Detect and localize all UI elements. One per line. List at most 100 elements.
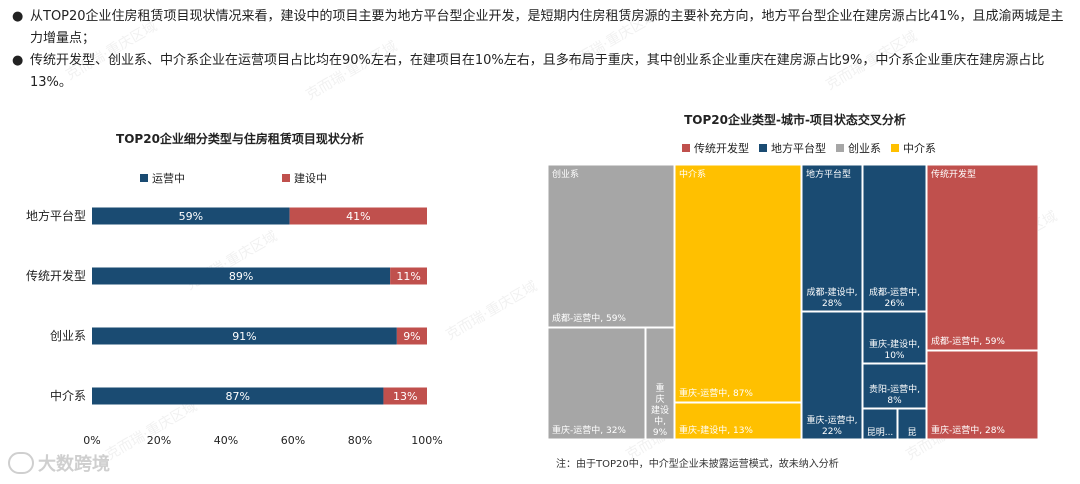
treemap-group-label: 创业系	[552, 168, 579, 180]
treemap-cell	[897, 408, 927, 439]
legend-swatch-building	[282, 174, 290, 182]
legend-swatch	[759, 144, 767, 152]
bar-data-label: 13%	[393, 390, 417, 403]
treemap-cell-label-line: 庆	[655, 393, 664, 405]
treemap-cell	[862, 165, 927, 312]
footnote: 注：由于TOP20中，中介型企业未披露运营模式，故未纳入分析	[556, 459, 839, 470]
treemap-chart: 成都-运营中, 59%重庆-运营中, 32%重庆建设中, 9%创业系重庆-运营中,…	[548, 165, 1038, 439]
treemap-cell	[862, 311, 927, 364]
treemap-cell-label: 成都-运营中, 59%	[552, 312, 626, 324]
bullet-text: 从TOP20企业住房租赁项目现状情况来看，建设中的项目主要为地方平台型企业开发，…	[30, 9, 1064, 46]
x-tick-label: 80%	[348, 434, 372, 447]
bar-data-label: 9%	[403, 330, 420, 343]
treemap-cell-label-line: 26%	[884, 299, 904, 309]
x-tick-label: 60%	[281, 434, 305, 447]
summary-bullet-1: ● 从TOP20企业住房租赁项目现状情况来看，建设中的项目主要为地方平台型企业开…	[12, 6, 1072, 50]
treemap-cell-label: 成都-运营中, 26%	[869, 286, 920, 309]
brand-logo-icon	[8, 452, 34, 474]
brand-logo-text: 大数跨境	[38, 454, 110, 475]
bar-operating	[92, 327, 397, 345]
treemap-cell-label-line: 昆	[907, 427, 916, 438]
bar-data-label: 87%	[225, 390, 249, 403]
treemap-cell-label-line: 昆明...	[867, 427, 894, 438]
treemap-group-label: 地方平台型	[806, 168, 851, 180]
legend-swatch	[891, 144, 899, 152]
treemap-cell-label: 昆明...	[867, 427, 894, 438]
treemap-cell-label-line: 重庆-建设中,	[869, 338, 920, 350]
legend-building: 建设中	[282, 170, 327, 186]
treemap-cell-label-line: 重庆-运营中,	[806, 414, 857, 426]
treemap-cell-label: 重庆-运营中, 87%	[679, 387, 753, 399]
legend-label: 地方平台型	[771, 142, 826, 155]
legend-label: 创业系	[848, 142, 881, 155]
treemap-cell-label: 重庆-运营中, 28%	[931, 424, 1005, 436]
brand-logo: 大数跨境	[8, 450, 110, 476]
bar-building	[390, 267, 427, 285]
treemap-legend-item: 中介系	[891, 140, 936, 156]
legend-label: 传统开发型	[694, 142, 749, 155]
treemap-cell	[926, 350, 1038, 439]
x-tick-label: 20%	[147, 434, 171, 447]
legend-swatch	[836, 144, 844, 152]
treemap-group-label: 中介系	[679, 168, 706, 180]
treemap-cell-label: 贵阳-运营中, 8%	[869, 383, 920, 406]
bullet-dot-icon: ●	[12, 53, 24, 68]
treemap-cell	[862, 408, 898, 439]
summary-bullets: ● 从TOP20企业住房租赁项目现状情况来看，建设中的项目主要为地方平台型企业开…	[12, 6, 1072, 94]
bar-building	[396, 327, 427, 345]
x-tick-label: 40%	[214, 434, 238, 447]
bar-category-label: 地方平台型	[26, 208, 86, 223]
bar-building	[383, 387, 427, 405]
bar-category-label: 传统开发型	[26, 268, 86, 283]
legend-swatch-operating	[140, 174, 148, 182]
treemap-cell	[862, 363, 927, 409]
treemap-cell-label: 昆	[907, 427, 916, 438]
bullet-dot-icon: ●	[12, 9, 24, 24]
bar-chart: 地方平台型 59% 41% 传统开发型 89% 11% 创业系 91% 9% 中介系 87% 13% 0…	[26, 207, 443, 447]
bar-chart-title: TOP20企业细分类型与住房租赁项目现状分析	[116, 132, 364, 146]
treemap-cell-label: 重庆-建设中, 13%	[679, 424, 753, 436]
x-tick-label: 0%	[83, 434, 100, 447]
treemap-title: TOP20企业类型-城市-项目状态交叉分析	[684, 113, 906, 127]
treemap-cell-label-line: 9%	[653, 428, 668, 438]
treemap-cell-label-line: 贵阳-运营中,	[869, 383, 920, 395]
treemap-cell	[926, 165, 1038, 351]
treemap-cell-label-line: 8%	[887, 396, 902, 406]
treemap-cell-label-line: 重	[655, 382, 664, 394]
treemap-cell	[548, 327, 646, 439]
treemap-group: 成都-运营中, 59% 重庆-运营中, 28% 传统开发型	[926, 165, 1038, 439]
treemap-cell	[645, 327, 675, 439]
legend-operating: 运营中	[140, 170, 185, 186]
treemap-legend-item: 地方平台型	[759, 140, 826, 156]
treemap-group: 成都-运营中, 59% 重庆-运营中, 32% 重庆建设中, 9% 创业系	[548, 165, 675, 439]
bar-data-label: 89%	[229, 270, 253, 283]
treemap-cell-label: 重庆建设中, 9%	[651, 382, 669, 438]
treemap-cell	[801, 311, 863, 439]
bar-category-label: 中介系	[50, 388, 86, 403]
treemap-cell	[674, 165, 802, 403]
bar-operating	[92, 207, 290, 225]
treemap-cell-label-line: 成都-运营中,	[869, 286, 920, 298]
treemap-cell-label-line: 10%	[884, 351, 904, 361]
bullet-text: 传统开发型、创业系、中介系企业在运营项目占比均在90%左右，在建项目在10%左右…	[30, 53, 1045, 90]
treemap-cell-label-line: 中,	[654, 415, 666, 427]
treemap-legend-item: 创业系	[836, 140, 881, 156]
treemap-cell-label-line: 28%	[822, 299, 842, 309]
bar-data-label: 11%	[396, 270, 420, 283]
bar-building	[289, 207, 427, 225]
treemap-cell	[548, 165, 675, 328]
bar-category-label: 创业系	[50, 329, 86, 343]
treemap-cell-label-line: 成都-建设中,	[806, 286, 857, 298]
treemap-cell	[674, 402, 802, 439]
treemap-cell-label: 重庆-运营中, 22%	[806, 414, 857, 437]
treemap-cell-label: 重庆-建设中, 10%	[869, 338, 920, 361]
treemap-group: 重庆-运营中, 87% 重庆-建设中, 13% 中介系	[674, 165, 802, 439]
treemap-legend-item: 传统开发型	[682, 140, 749, 156]
bar-data-label: 41%	[346, 210, 370, 223]
legend-swatch	[682, 144, 690, 152]
treemap-group: 成都-建设中, 28% 成都-运营中, 26% 重庆-运营中, 22% 重庆-建设中, 10%…	[801, 165, 927, 439]
treemap-cell-label: 重庆-运营中, 32%	[552, 424, 626, 436]
legend-label-operating: 运营中	[152, 172, 185, 185]
bar-operating	[92, 387, 384, 405]
treemap-legend: 传统开发型 地方平台型 创业系 中介系	[682, 140, 936, 156]
